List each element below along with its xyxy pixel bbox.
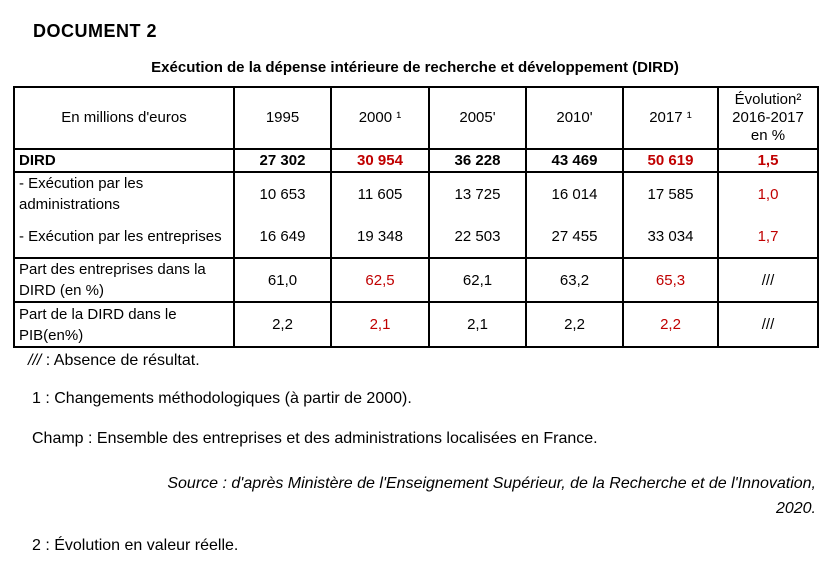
table-cell: 2,2 xyxy=(233,301,332,348)
table-cell: 2,1 xyxy=(330,301,430,348)
column-header-evolution: Évolution² 2016-2017 en % xyxy=(717,86,819,150)
table-cell: 2,1 xyxy=(428,301,527,348)
source-line-2: 2020. xyxy=(775,500,816,517)
table-cell: 11 605 xyxy=(330,171,430,215)
row-label: Part des entreprises dans la DIRD (en %) xyxy=(13,257,235,303)
row-label: Part de la DIRD dans le PIB(en%) xyxy=(13,301,235,348)
table-cell: 63,2 xyxy=(525,257,624,303)
footnote-2: 2 : Évolution en valeur réelle. xyxy=(32,537,239,554)
row-label: - Exécution par les administrations xyxy=(13,171,235,215)
table-cell: 16 014 xyxy=(525,171,624,215)
table-cell: 17 585 xyxy=(622,171,719,215)
table-cell: 27 302 xyxy=(233,148,332,173)
table-cell: 36 228 xyxy=(428,148,527,173)
table-cell: 27 455 xyxy=(525,215,624,259)
table-cell: 1,7 xyxy=(717,215,819,259)
table-cell: 30 954 xyxy=(330,148,430,173)
footnote-champ: Champ : Ensemble des entreprises et des … xyxy=(32,430,598,447)
column-header-1995: 1995 xyxy=(233,86,332,150)
table-cell: 65,3 xyxy=(622,257,719,303)
table-cell: /// xyxy=(717,301,819,348)
table-cell: 2,2 xyxy=(525,301,624,348)
document-label: DOCUMENT 2 xyxy=(33,21,158,41)
table-cell: 19 348 xyxy=(330,215,430,259)
table-cell: 50 619 xyxy=(622,148,719,173)
table-cell: 13 725 xyxy=(428,171,527,215)
column-header-2000: 2000 ¹ xyxy=(330,86,430,150)
table-title: Exécution de la dépense intérieure de re… xyxy=(151,59,679,76)
table-cell: /// xyxy=(717,257,819,303)
table-cell: 10 653 xyxy=(233,171,332,215)
table-cell: 33 034 xyxy=(622,215,719,259)
table-cell: 22 503 xyxy=(428,215,527,259)
footnote-source: Source : d'après Ministère de l'Enseigne… xyxy=(36,471,816,521)
table-cell: 62,1 xyxy=(428,257,527,303)
column-header-2017: 2017 ¹ xyxy=(622,86,719,150)
column-header-2005: 2005' xyxy=(428,86,527,150)
dird-data-table: En millions d'euros 1995 2000 ¹ 2005' 20… xyxy=(13,86,819,348)
table-cell: 1,0 xyxy=(717,171,819,215)
row-label: - Exécution par les entreprises xyxy=(13,215,235,259)
table-cell: 43 469 xyxy=(525,148,624,173)
table-row-part-pib: Part de la DIRD dans le PIB(en%) 2,2 2,1… xyxy=(13,301,819,348)
table-cell: 1,5 xyxy=(717,148,819,173)
table-row-dird: DIRD 27 302 30 954 36 228 43 469 50 619 … xyxy=(13,148,819,173)
row-label: DIRD xyxy=(13,148,235,173)
table-cell: 61,0 xyxy=(233,257,332,303)
absence-text: : Absence de résultat. xyxy=(41,352,200,369)
table-cell: 62,5 xyxy=(330,257,430,303)
absence-marker: /// xyxy=(28,352,42,369)
table-header-row: En millions d'euros 1995 2000 ¹ 2005' 20… xyxy=(13,86,819,150)
column-header-unit: En millions d'euros xyxy=(13,86,235,150)
table-cell: 2,2 xyxy=(622,301,719,348)
column-header-2010: 2010' xyxy=(525,86,624,150)
footnote-absence: /// : Absence de résultat. xyxy=(28,352,200,370)
footnote-1: 1 : Changements méthodologiques (à parti… xyxy=(32,390,412,407)
source-line-1: Source : d'après Ministère de l'Enseigne… xyxy=(167,475,816,492)
table-row-entreprises: - Exécution par les entreprises 16 649 1… xyxy=(13,215,819,259)
table-row-administrations: - Exécution par les administrations 10 6… xyxy=(13,171,819,215)
table-cell: 16 649 xyxy=(233,215,332,259)
table-row-part-entreprises: Part des entreprises dans la DIRD (en %)… xyxy=(13,257,819,303)
